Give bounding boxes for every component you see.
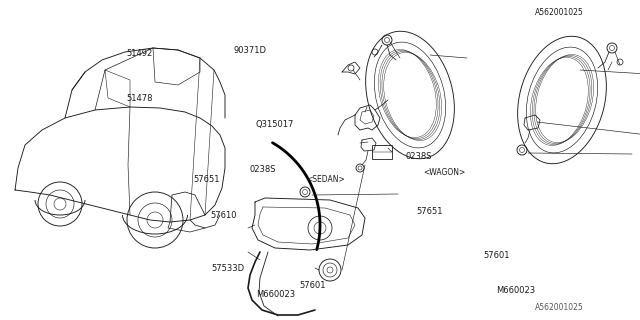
Text: M660023: M660023 — [496, 286, 535, 295]
Text: 0238S: 0238S — [250, 165, 276, 174]
Text: A562001025: A562001025 — [535, 8, 584, 17]
Text: 90371D: 90371D — [234, 46, 267, 55]
Text: <WAGON>: <WAGON> — [424, 168, 466, 177]
Text: 57651: 57651 — [416, 207, 442, 216]
Bar — [372, 145, 392, 159]
Text: M660023: M660023 — [256, 290, 295, 299]
Text: <SEDAN>: <SEDAN> — [306, 175, 345, 184]
Text: 57601: 57601 — [300, 281, 326, 290]
Text: 51492: 51492 — [127, 49, 153, 58]
Text: 51478: 51478 — [127, 94, 153, 103]
Text: 0238S: 0238S — [406, 152, 432, 161]
Text: A562001025: A562001025 — [535, 303, 584, 313]
Text: 57601: 57601 — [483, 252, 509, 260]
Text: Q315017: Q315017 — [256, 120, 294, 129]
Text: 57533D: 57533D — [211, 264, 244, 273]
Text: 57610: 57610 — [210, 211, 236, 220]
Text: 57651: 57651 — [193, 175, 220, 184]
